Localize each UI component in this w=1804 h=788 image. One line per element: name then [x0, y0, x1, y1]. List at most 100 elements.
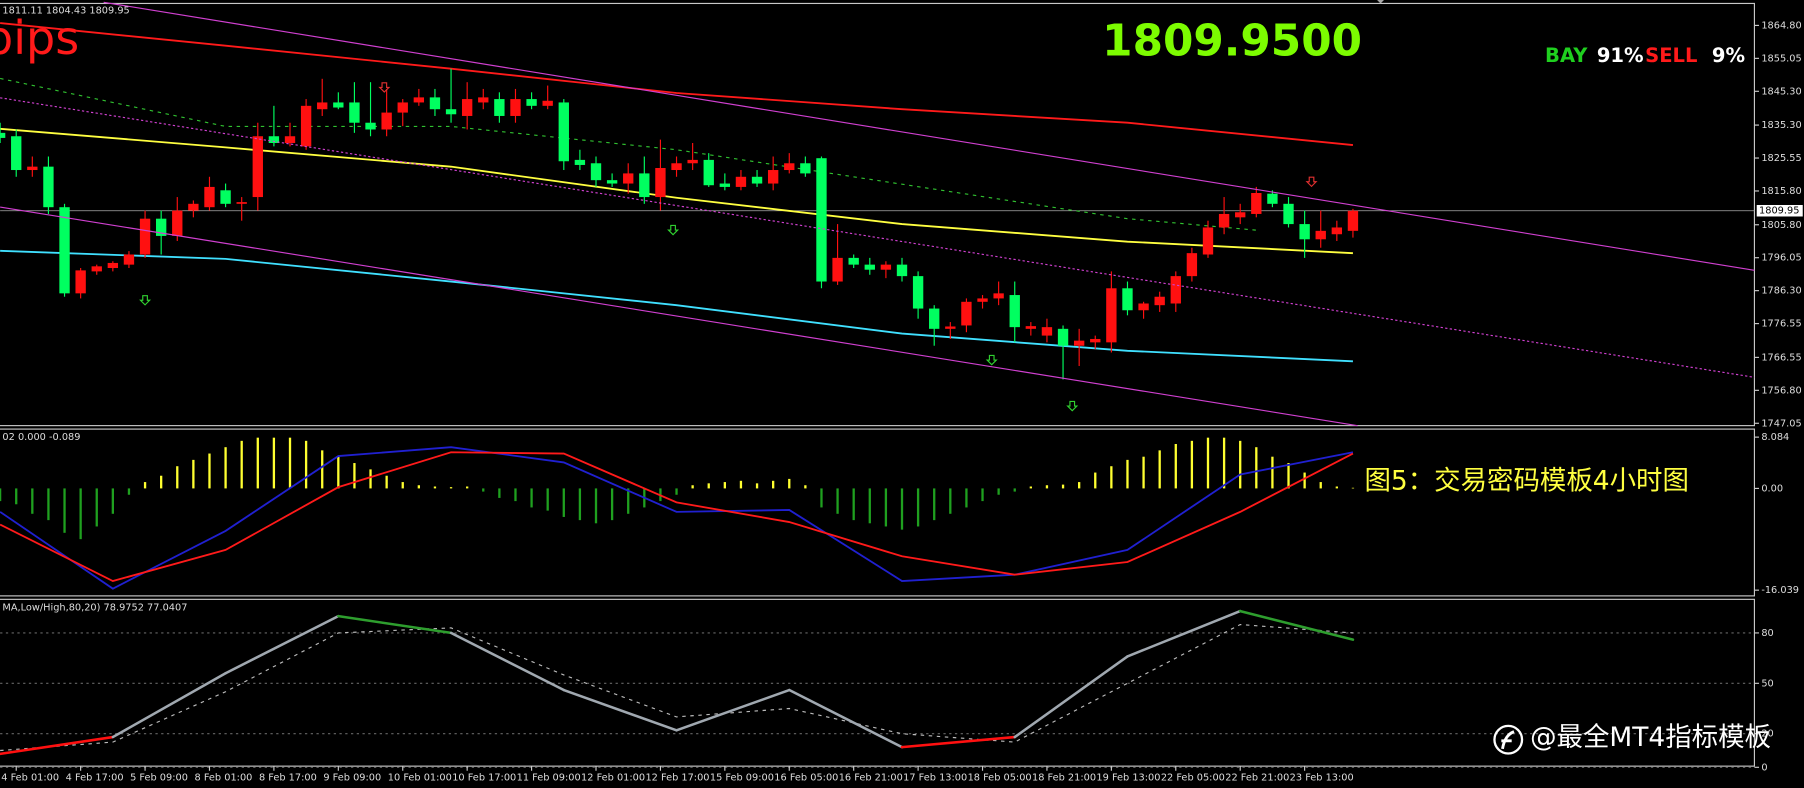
moving-average	[0, 77, 1257, 231]
y-tick-label: 1756.80	[1761, 385, 1801, 396]
candle-body	[1041, 327, 1053, 336]
stoch-segment	[1238, 609, 1355, 641]
candle-body	[220, 190, 231, 204]
y-tick-label: 1815.80	[1761, 186, 1801, 197]
x-tick-label: 16 Feb 05:00	[774, 773, 838, 784]
candle-body	[1218, 213, 1230, 228]
candle-body	[961, 301, 972, 326]
marker	[1377, 0, 1385, 4]
moving-average	[0, 249, 1353, 363]
candle-body	[880, 264, 892, 270]
candle-body	[574, 159, 586, 165]
stoch-segment	[675, 688, 791, 732]
y-tick-label: 1855.05	[1761, 53, 1801, 64]
candle-body	[478, 97, 489, 103]
caption: 图5：交易密码模板4小时图	[1364, 466, 1688, 497]
candle-body	[671, 163, 682, 171]
candle-body	[1267, 193, 1278, 204]
macd-label: 02 0.000 -0.089	[2, 432, 80, 443]
y-tick-label: 50	[1761, 678, 1773, 689]
candle-body	[43, 166, 54, 208]
candle-body	[188, 203, 199, 211]
candle-body	[751, 176, 763, 184]
y-tick-label: 1747.05	[1761, 418, 1801, 429]
macd-frame	[0, 428, 1755, 597]
y-tick-label: 1805.80	[1761, 220, 1801, 231]
candle-body	[1154, 296, 1165, 306]
candle-body	[397, 102, 408, 113]
candle-body	[703, 159, 714, 186]
x-tick-label: 19 Feb 13:00	[1096, 773, 1160, 784]
candle-body	[945, 326, 956, 329]
candle-body	[832, 257, 843, 282]
ohlc-info: 1811.11 1804.43 1809.95	[2, 5, 129, 16]
candle-body	[381, 112, 392, 130]
x-tick-label: 17 Feb 13:00	[903, 773, 967, 784]
candle-body	[848, 257, 859, 265]
stoch-segment	[787, 688, 904, 749]
candle-body	[606, 180, 618, 184]
candle-body	[993, 293, 1004, 299]
candle-body	[252, 136, 263, 198]
stoch-segment	[1126, 609, 1242, 658]
candle-body	[1090, 338, 1101, 343]
candle-body	[1251, 193, 1262, 214]
candle-body	[1073, 340, 1085, 346]
candle-body	[413, 97, 425, 103]
y-tick-label: 20	[1761, 729, 1773, 740]
logo-circle	[1493, 724, 1524, 755]
candle-body	[719, 183, 731, 187]
pips-label: pips	[0, 11, 79, 65]
x-tick-label: 11 Feb 09:00	[517, 773, 581, 784]
candle-body	[236, 202, 247, 204]
candle-body	[800, 163, 811, 174]
sell-percent: 9%	[1712, 44, 1745, 67]
candle-body	[107, 262, 119, 269]
x-tick-label: 10 Feb 01:00	[388, 773, 452, 784]
candle-body	[816, 158, 827, 282]
last-price-box	[1756, 204, 1803, 217]
candle-body	[75, 270, 86, 294]
signal-arrows	[139, 0, 1385, 412]
candle-body	[300, 105, 312, 147]
channel-upper	[103, 1, 1755, 271]
up-arrow	[1066, 400, 1079, 412]
candle-body	[1202, 227, 1214, 255]
y-tick-label: 0.00	[1761, 483, 1783, 494]
y-tick-label: 80	[1761, 628, 1773, 639]
y-tick-label: 1796.05	[1761, 253, 1801, 264]
candle-body	[655, 167, 666, 198]
y-tick-label: 1766.55	[1761, 352, 1801, 363]
candle-body	[284, 136, 296, 143]
candle-body	[155, 218, 167, 236]
candle-body	[1315, 230, 1326, 240]
candle-body	[639, 173, 650, 198]
stoch-label: MA,Low/High,80,20) 78.9752 77.0407	[2, 602, 187, 613]
candle-body	[1057, 328, 1069, 346]
x-tick-label: 22 Feb 05:00	[1161, 773, 1225, 784]
y-tick-label: 1835.30	[1761, 120, 1801, 131]
stoch-segment	[224, 614, 340, 675]
main-frame	[0, 2, 1755, 427]
candle-body	[27, 166, 38, 171]
last-price-label: 1809.95	[1759, 206, 1799, 217]
candle-body	[461, 99, 473, 116]
candle-body	[494, 99, 505, 116]
stoch-segment	[337, 614, 453, 635]
candle-body	[590, 163, 602, 181]
y-tick-label: 8.084	[1761, 432, 1789, 443]
channel-lines	[0, 1, 1755, 427]
x-tick-label: 9 Feb 09:00	[323, 773, 381, 784]
up-arrow	[667, 224, 680, 236]
candle-body	[349, 102, 360, 123]
candle-body	[1299, 224, 1310, 240]
candle-body	[526, 99, 537, 106]
moving-average	[0, 127, 1353, 255]
candle-body	[977, 298, 988, 302]
candle-body	[139, 218, 151, 255]
macd-line	[0, 451, 1354, 583]
sell-label: SELL	[1645, 44, 1697, 67]
candle-body	[864, 264, 875, 270]
